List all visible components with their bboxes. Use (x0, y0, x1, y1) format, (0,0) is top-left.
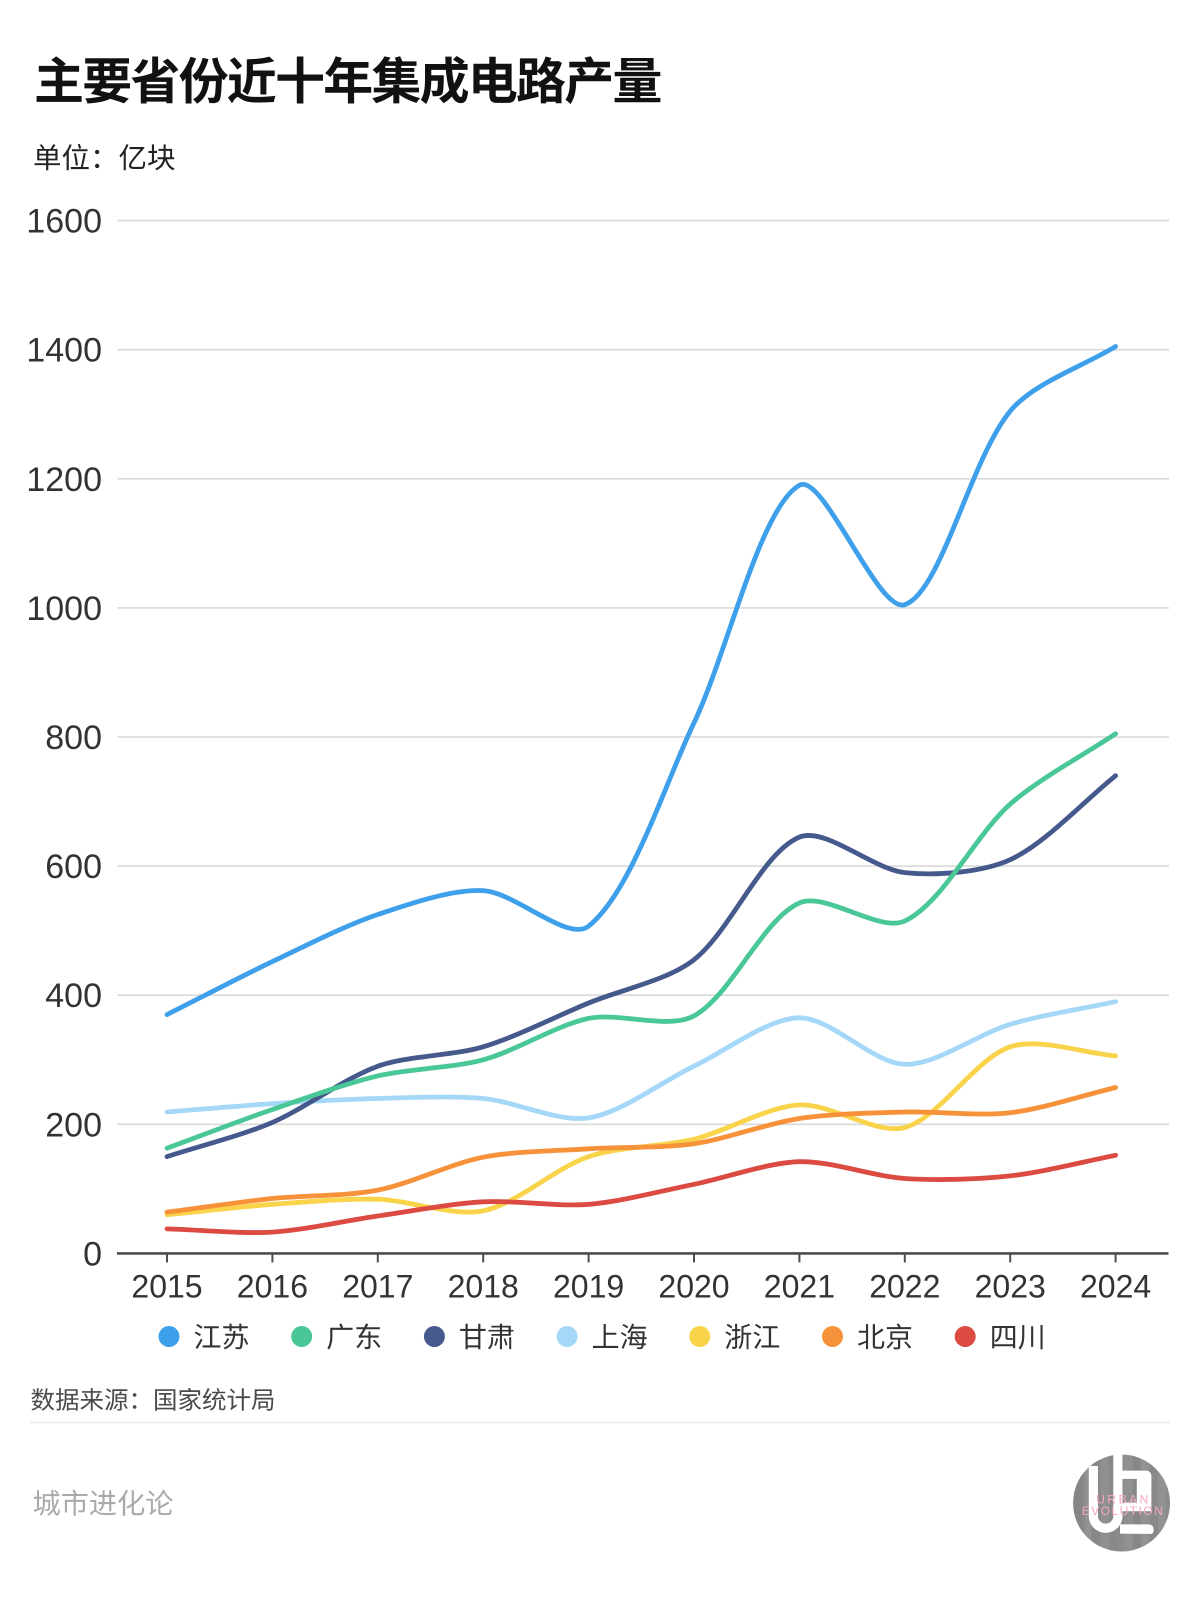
svg-text:2021: 2021 (764, 1269, 835, 1305)
svg-text:2019: 2019 (553, 1269, 624, 1305)
svg-text:2024: 2024 (1080, 1269, 1151, 1305)
svg-text:EVOLUTION: EVOLUTION (1082, 1504, 1164, 1518)
svg-text:0: 0 (83, 1235, 102, 1273)
svg-text:2022: 2022 (869, 1269, 940, 1305)
svg-text:2016: 2016 (237, 1269, 308, 1305)
svg-text:1200: 1200 (26, 461, 102, 499)
svg-text:2018: 2018 (448, 1269, 519, 1305)
svg-text:600: 600 (45, 848, 102, 886)
svg-text:1000: 1000 (26, 590, 102, 628)
svg-text:URBAN: URBAN (1096, 1492, 1151, 1506)
svg-text:2015: 2015 (131, 1269, 202, 1305)
svg-text:200: 200 (45, 1106, 102, 1144)
svg-text:2020: 2020 (658, 1269, 729, 1305)
svg-text:1400: 1400 (26, 332, 102, 370)
svg-text:2017: 2017 (342, 1269, 413, 1305)
svg-text:2023: 2023 (975, 1269, 1046, 1305)
svg-text:400: 400 (45, 977, 102, 1015)
svg-text:800: 800 (45, 719, 102, 757)
svg-text:1600: 1600 (26, 203, 102, 241)
